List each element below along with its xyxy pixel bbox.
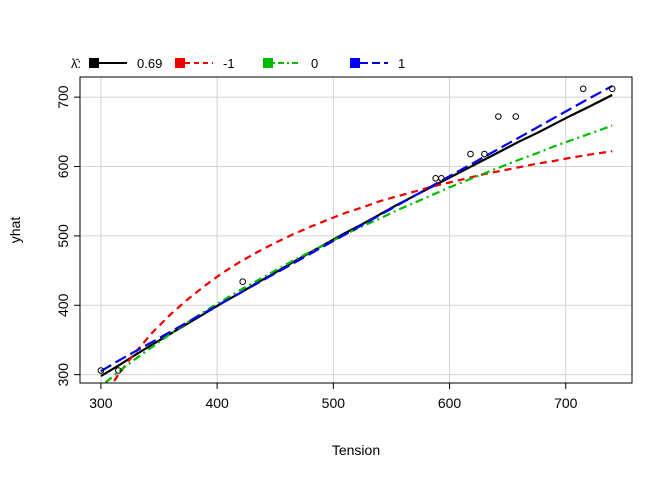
data-point [512, 113, 520, 120]
legend-swatch [89, 58, 99, 68]
data-point [467, 150, 474, 158]
legend-label: 0 [311, 56, 318, 71]
x-axis-title: Tension [332, 442, 380, 458]
legend-label: 1 [398, 56, 405, 71]
legend-label: -1 [223, 56, 235, 71]
data-point [115, 367, 122, 374]
x-tick-label: 400 [205, 395, 229, 411]
y-tick-label: 400 [55, 293, 71, 317]
data-point [608, 85, 616, 93]
series-layer [100, 85, 613, 383]
y-tick-label: 600 [55, 155, 71, 179]
data-point [432, 175, 439, 182]
data-point [97, 367, 105, 374]
data-point [481, 150, 488, 158]
data-point [239, 278, 246, 285]
plot-frame [79, 76, 633, 384]
legend-title: λ̂: [71, 56, 81, 71]
legend: λ̂: 0.69 -1 0 1 [71, 56, 405, 71]
series-line-3 [103, 124, 613, 383]
y-tick-label: 300 [55, 363, 71, 387]
data-point [495, 113, 502, 120]
y-tick-label: 500 [55, 224, 71, 248]
points-layer [97, 85, 616, 374]
y-tick-label: 700 [55, 85, 71, 109]
x-tick-label: 600 [438, 395, 462, 411]
data-point [438, 175, 445, 182]
y-axis: 300 400 500 600 700 [55, 85, 80, 386]
x-axis: 300 400 500 600 700 [89, 383, 578, 411]
legend-label: 0.69 [137, 56, 162, 71]
series-line-4 [100, 85, 613, 373]
x-tick-label: 500 [322, 395, 346, 411]
x-tick-label: 300 [89, 395, 113, 411]
y-axis-title: yhat [7, 217, 23, 244]
grid [80, 77, 632, 383]
legend-swatch [350, 58, 360, 68]
legend-swatch [263, 58, 273, 68]
data-point [579, 85, 587, 93]
series-line-2 [111, 150, 613, 383]
legend-swatch [175, 58, 185, 68]
x-tick-label: 700 [554, 395, 578, 411]
